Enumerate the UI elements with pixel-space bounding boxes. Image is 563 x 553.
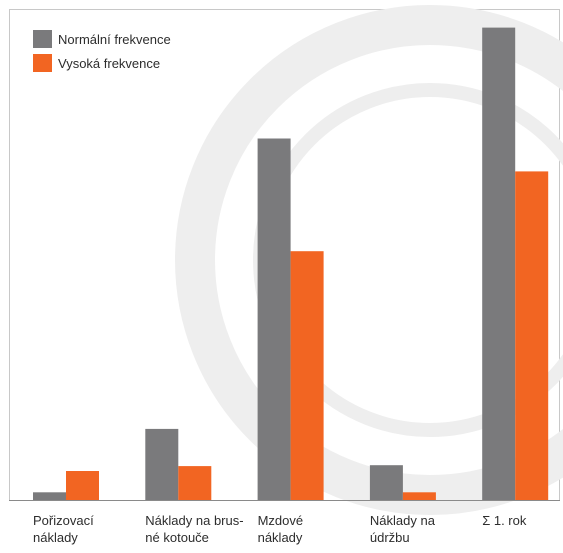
bar-normal-freq-2 <box>257 138 291 500</box>
bar-normal-freq-4 <box>482 27 516 500</box>
x-tick-labels: Pořizovací náklady Náklady na brus-né koto… <box>33 513 527 545</box>
bar-normal-freq-3 <box>369 465 403 500</box>
bar-high-freq-0 <box>66 471 99 500</box>
x-tick-label-3: Náklady na údržbu <box>370 513 436 545</box>
bars-layer <box>33 27 549 500</box>
legend-label-0: Normální frekvence <box>58 32 171 47</box>
legend: Normální frekvence Vysoká frekvence <box>33 30 171 72</box>
bar-normal-freq-1 <box>145 428 179 500</box>
x-tick-label-0: Pořizovací náklady <box>33 513 94 545</box>
x-tick-label-2: Mzdové náklady <box>258 513 304 545</box>
bar-high-freq-4 <box>515 171 549 500</box>
bar-normal-freq-0 <box>33 492 66 500</box>
bar-high-freq-2 <box>290 251 324 500</box>
legend-swatch-1 <box>33 54 52 72</box>
x-tick-label-4: Σ 1. rok <box>482 513 527 528</box>
x-tick-label-1: Náklady na brus-né kotouče <box>145 513 243 545</box>
legend-label-1: Vysoká frekvence <box>58 56 160 71</box>
bar-high-freq-3 <box>402 492 436 500</box>
legend-swatch-0 <box>33 30 52 48</box>
bar-high-freq-1 <box>178 466 212 500</box>
